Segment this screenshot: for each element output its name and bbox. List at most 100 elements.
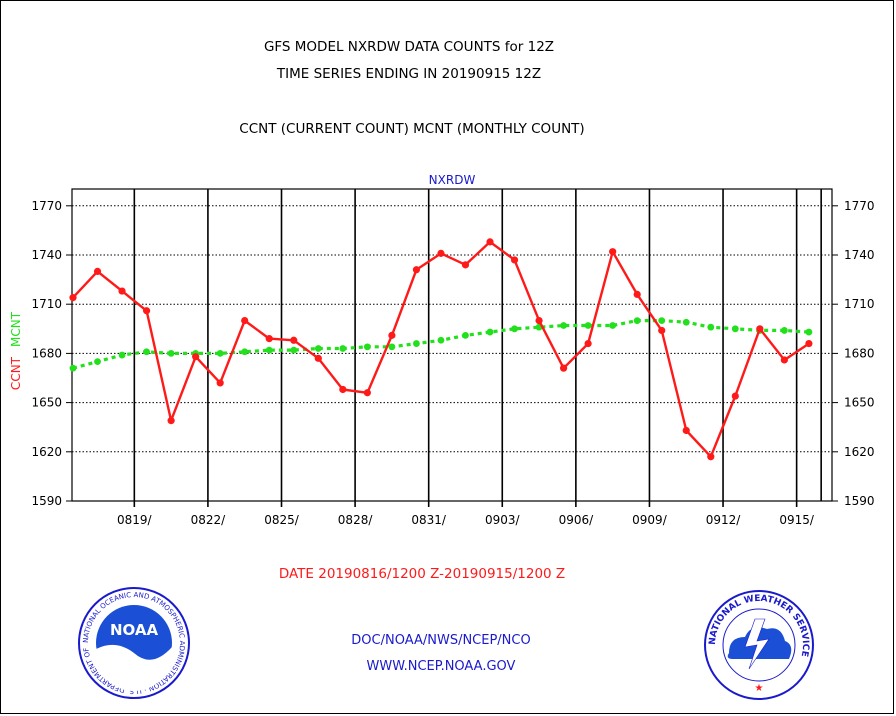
point-ccnt [167, 417, 175, 425]
point-ccnt [363, 389, 371, 397]
x-tick-labels: 0819/0822/0825/0828/0831/0903/0906/0909/… [117, 501, 815, 527]
ytick-label-right: 1680 [844, 346, 875, 360]
ytick-label-right: 1620 [844, 445, 875, 459]
point-mcnt [707, 323, 715, 331]
xtick-label: 0822/ [191, 513, 227, 527]
point-mcnt [388, 343, 396, 351]
ytick-label-right: 1740 [844, 248, 875, 262]
y-axis-label: CCNT MCNT [9, 311, 23, 390]
point-ccnt [510, 256, 519, 264]
nws-logo: NATIONAL WEATHER SERVICE ★ [704, 590, 814, 700]
point-ccnt [69, 294, 77, 302]
plot-area [71, 188, 833, 502]
xtick-label: 0825/ [264, 513, 300, 527]
point-mcnt [94, 358, 101, 365]
xtick-label: 0903/ [485, 513, 521, 527]
point-ccnt [339, 385, 347, 394]
point-mcnt [486, 328, 494, 336]
point-mcnt [290, 346, 298, 354]
point-ccnt [486, 238, 494, 246]
point-ccnt [412, 266, 421, 274]
nws-logo-lightning [744, 618, 770, 670]
vertical-gridlines [133, 189, 822, 501]
ytick-label-right: 1650 [844, 396, 875, 410]
chart-title: NXRDW [429, 173, 476, 187]
ytick-label-left: 1710 [31, 297, 62, 311]
ytick-label-left: 1680 [31, 346, 62, 360]
xtick-label: 0831/ [411, 513, 447, 527]
point-mcnt [462, 331, 469, 339]
ytick-label-right: 1590 [844, 494, 875, 508]
point-mcnt [682, 318, 690, 326]
point-ccnt [560, 364, 568, 372]
point-mcnt [69, 364, 77, 372]
point-mcnt [560, 322, 567, 329]
point-mcnt [314, 345, 322, 352]
point-mcnt [118, 351, 126, 359]
point-ccnt [388, 331, 396, 339]
point-ccnt [609, 248, 617, 256]
point-mcnt [437, 336, 445, 344]
point-mcnt [413, 340, 420, 347]
header-line-2: TIME SERIES ENDING IN 20190915 12Z [276, 66, 541, 82]
point-ccnt [731, 392, 739, 400]
point-ccnt [658, 326, 666, 335]
point-ccnt [265, 335, 273, 343]
xtick-label: 0906/ [559, 513, 595, 527]
point-mcnt [339, 345, 347, 352]
point-mcnt [731, 325, 739, 333]
header-line-1: GFS MODEL NXRDW DATA COUNTS for 12Z [264, 39, 554, 55]
xtick-label: 0912/ [706, 513, 742, 527]
point-ccnt [314, 354, 322, 362]
point-ccnt [142, 307, 151, 315]
point-ccnt [756, 325, 764, 333]
point-mcnt [658, 317, 666, 324]
point-ccnt [805, 339, 813, 348]
point-mcnt [241, 348, 249, 356]
point-ccnt [780, 356, 788, 364]
series-ccnt [69, 238, 813, 461]
point-mcnt [511, 325, 518, 333]
y-axis-label-group: CCNT MCNT [9, 311, 23, 390]
footer-url: WWW.NCEP.NOAA.GOV [367, 659, 516, 674]
footer-org: DOC/NOAA/NWS/NCEP/NCO [351, 633, 530, 648]
point-ccnt [290, 336, 298, 344]
point-ccnt [93, 267, 102, 275]
ytick-label-right: 1710 [844, 297, 875, 311]
nws-logo-star-icon: ★ [755, 683, 764, 694]
noaa-logo: NATIONAL OCEANIC AND ATMOSPHERIC ADMINIS… [78, 587, 190, 699]
xtick-label: 0828/ [338, 513, 374, 527]
point-ccnt [437, 249, 445, 257]
ytick-label-left: 1620 [31, 445, 62, 459]
noaa-logo-text: NOAA [110, 621, 159, 639]
point-mcnt [143, 348, 150, 356]
point-ccnt [682, 426, 690, 435]
point-mcnt [633, 317, 641, 324]
point-mcnt [167, 350, 175, 357]
y-axis-label-mcnt: MCNT [9, 311, 23, 347]
point-ccnt [633, 290, 641, 298]
y-axis-label-ccnt: CCNT [9, 356, 23, 390]
xtick-label: 0819/ [117, 513, 153, 527]
xtick-label: 0915/ [779, 513, 815, 527]
point-mcnt [216, 350, 224, 357]
ytick-label-left: 1590 [31, 494, 62, 508]
point-mcnt [584, 322, 592, 329]
point-ccnt [584, 339, 592, 348]
y-tick-labels: 1590 1590 1620 1620 1650 1650 1680 1680 1710 1710… [31, 199, 874, 508]
ytick-label-left: 1650 [31, 396, 62, 410]
point-ccnt [216, 379, 224, 387]
point-ccnt [241, 317, 249, 325]
point-ccnt [192, 353, 200, 361]
date-range: DATE 20190816/1200 Z-20190915/1200 Z [279, 566, 565, 582]
point-mcnt [609, 322, 617, 329]
point-ccnt [535, 317, 543, 325]
xtick-label: 0909/ [632, 513, 668, 527]
ytick-label-left: 1770 [31, 199, 62, 213]
point-ccnt [461, 261, 470, 269]
header-line-3: CCNT (CURRENT COUNT) MCNT (MONTHLY COUNT… [239, 121, 584, 137]
ytick-label-right: 1770 [844, 199, 875, 213]
noaa-logo-gull [96, 644, 172, 691]
point-mcnt [363, 343, 371, 351]
